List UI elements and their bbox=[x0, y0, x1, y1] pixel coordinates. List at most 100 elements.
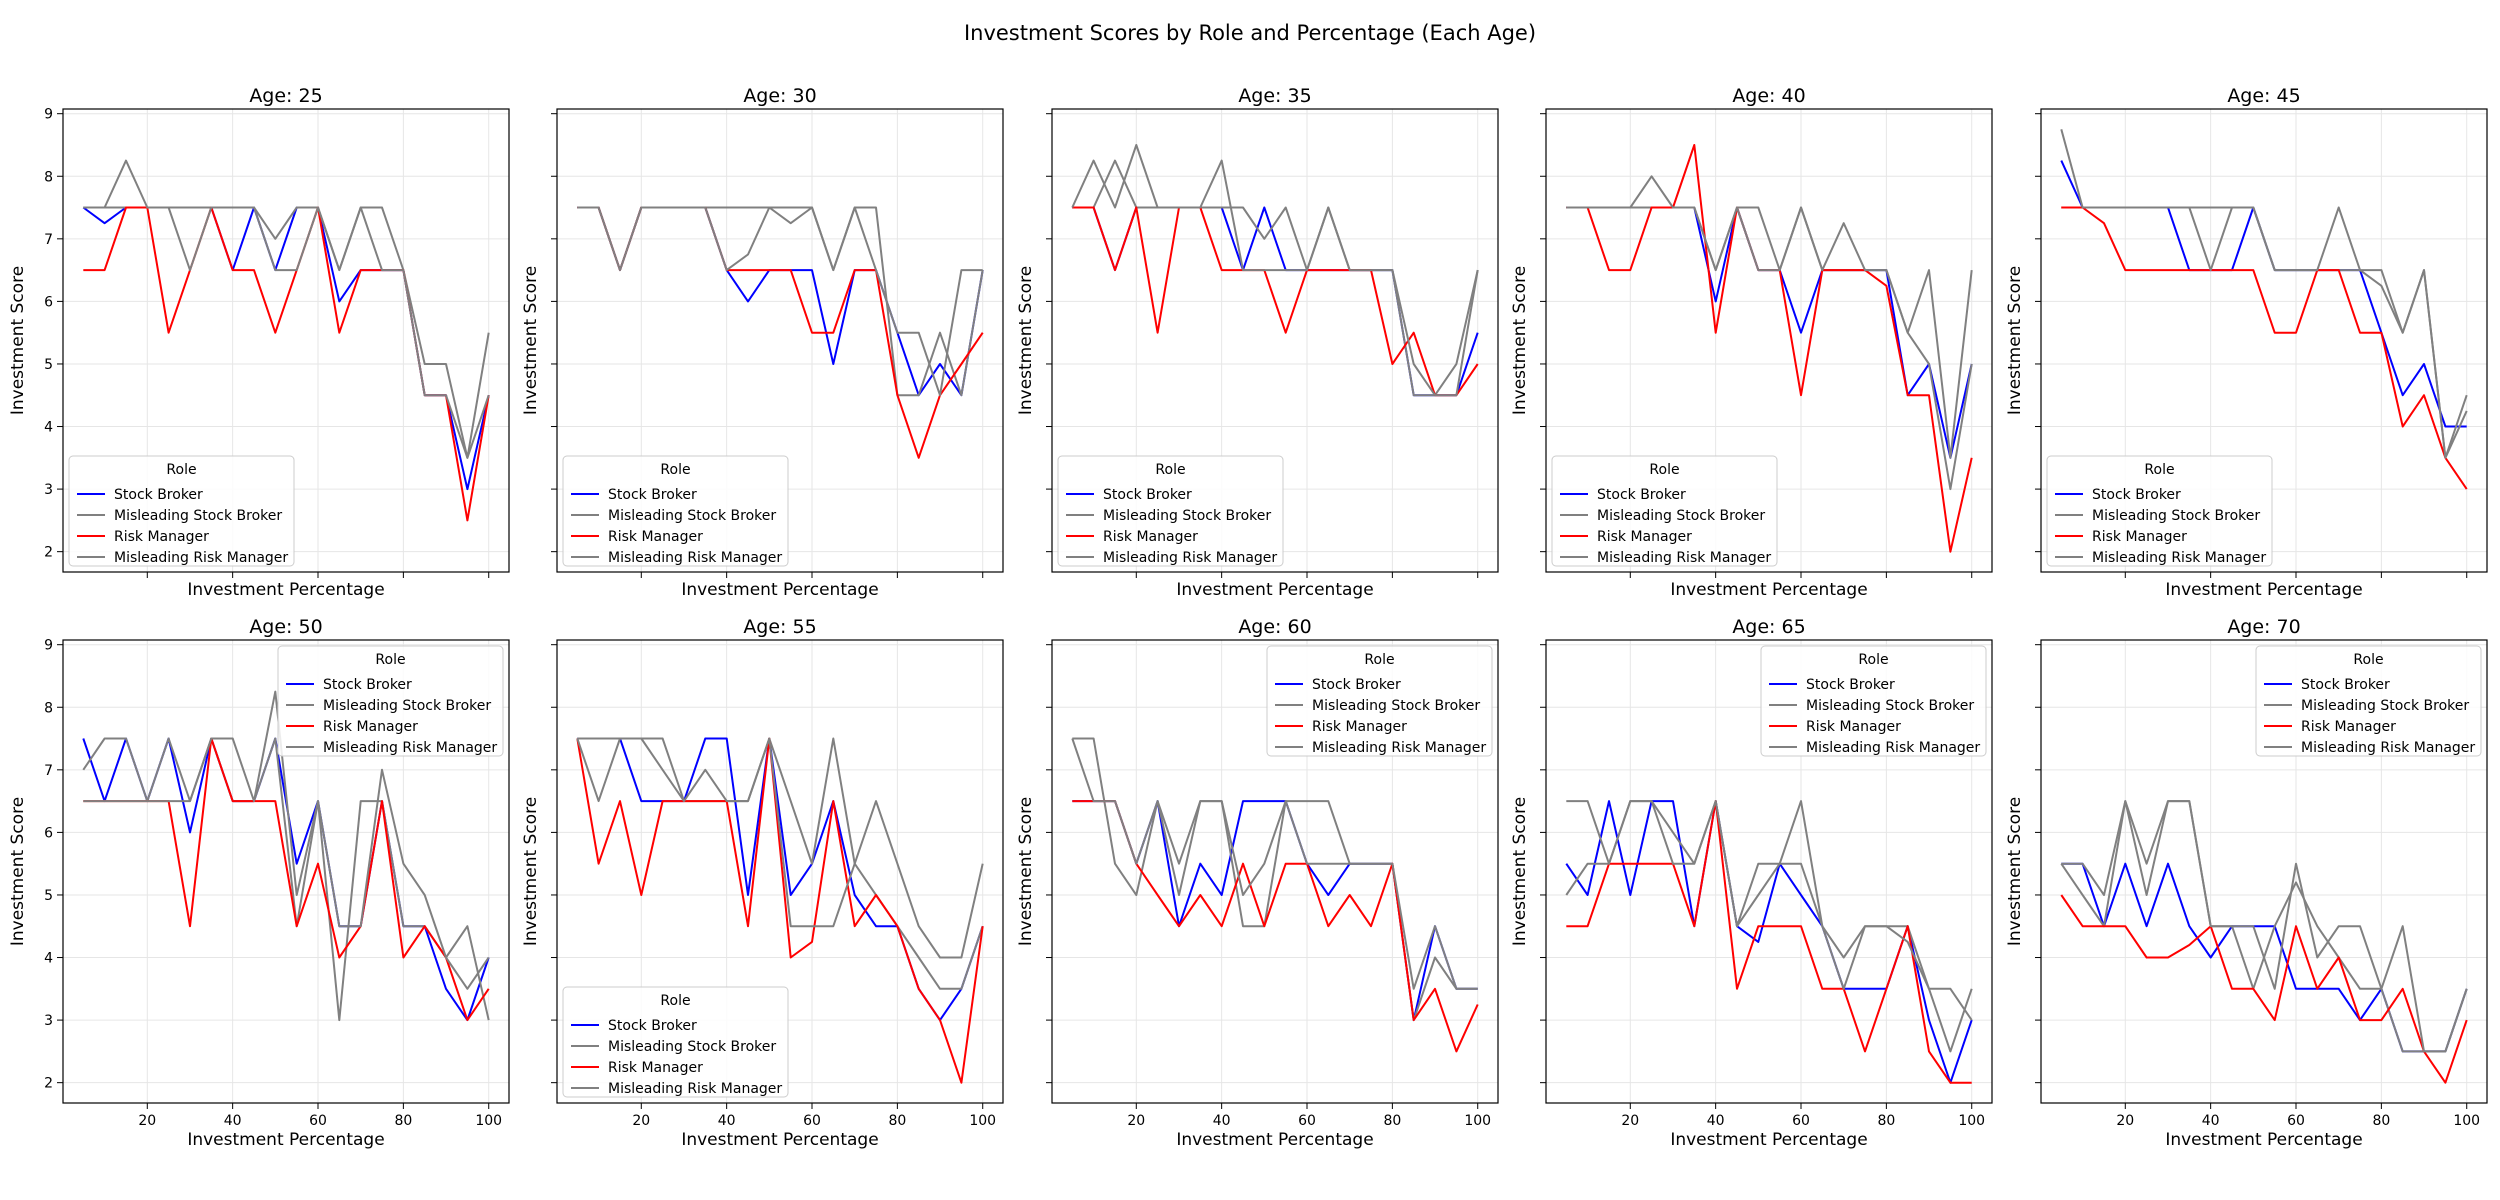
subplot-title: Age: 25 bbox=[249, 85, 322, 107]
legend-label: Misleading Stock Broker bbox=[1806, 698, 1974, 714]
y-tick-label: 5 bbox=[44, 357, 53, 373]
legend-title: Role bbox=[1858, 652, 1888, 668]
y-tick-label: 2 bbox=[44, 545, 53, 561]
legend-label: Stock Broker bbox=[608, 487, 697, 503]
legend-label: Misleading Risk Manager bbox=[2092, 550, 2266, 566]
legend-box bbox=[2046, 455, 2273, 567]
subplot-10: 20 40 60 80 100 Age: 70 Investment Percentage I… bbox=[2005, 616, 2488, 1150]
x-axis-label: Investment Percentage bbox=[1176, 1130, 1373, 1150]
series-line bbox=[83, 159, 490, 459]
figure-title: Investment Scores by Role and Percentage… bbox=[964, 21, 1536, 45]
series-line bbox=[1566, 800, 1972, 1084]
x-tick-label: 20 bbox=[138, 1113, 156, 1129]
y-tick-label: 8 bbox=[44, 169, 53, 185]
y-axis-label: Investment Score bbox=[1016, 797, 1036, 946]
legend-label: Misleading Stock Broker bbox=[1597, 508, 1765, 524]
x-tick-label: 40 bbox=[718, 1113, 736, 1129]
subplot-title: Age: 35 bbox=[1238, 85, 1311, 107]
x-tick-label: 60 bbox=[803, 1113, 821, 1129]
y-tick-label: 6 bbox=[44, 825, 53, 841]
legend: Role Stock Broker Misleading Stock Broker R… bbox=[562, 455, 789, 567]
y-tick-label: 6 bbox=[44, 294, 53, 310]
legend-title: Role bbox=[375, 652, 405, 668]
axes-frame bbox=[1545, 639, 1993, 1104]
subplot-8: 20 40 60 80 100 Age: 60 Investment Percentage I… bbox=[1016, 616, 1499, 1150]
subplot-title: Age: 55 bbox=[743, 616, 816, 638]
legend-box bbox=[1266, 645, 1493, 757]
legend: Role Stock Broker Misleading Stock Broker R… bbox=[1760, 645, 1987, 757]
legend-box bbox=[2255, 645, 2482, 757]
series-line bbox=[1072, 159, 1479, 397]
y-axis-label: Investment Score bbox=[2005, 797, 2025, 946]
legend-label: Stock Broker bbox=[2092, 487, 2181, 503]
x-tick-label: 20 bbox=[2116, 1113, 2134, 1129]
x-tick-label: 100 bbox=[969, 1113, 996, 1129]
legend-label: Risk Manager bbox=[1806, 719, 1901, 735]
legend-label: Misleading Risk Manager bbox=[1597, 550, 1771, 566]
y-axis-label: Investment Score bbox=[1510, 266, 1530, 415]
axes-frame bbox=[556, 108, 1004, 573]
series-line bbox=[83, 206, 490, 459]
subplot-title: Age: 70 bbox=[2227, 616, 2300, 638]
legend: Role Stock Broker Misleading Stock Broker R… bbox=[1551, 455, 1778, 567]
legend-box bbox=[562, 986, 789, 1098]
legend-label: Misleading Stock Broker bbox=[2092, 508, 2260, 524]
legend-label: Stock Broker bbox=[323, 677, 412, 693]
subplot-1: 2 3 4 5 6 7 8 9 Age: 25 Investment Percentage Inve… bbox=[8, 85, 510, 600]
x-tick-label: 20 bbox=[1621, 1113, 1639, 1129]
legend-label: Risk Manager bbox=[608, 1060, 703, 1076]
x-tick-label: 60 bbox=[1792, 1113, 1810, 1129]
x-axis-label: Investment Percentage bbox=[2165, 580, 2362, 600]
x-tick-label: 60 bbox=[2287, 1113, 2305, 1129]
legend-label: Misleading Risk Manager bbox=[2301, 740, 2475, 756]
y-axis-label: Investment Score bbox=[2005, 266, 2025, 415]
subplot-title: Age: 40 bbox=[1732, 85, 1805, 107]
x-axis-label: Investment Percentage bbox=[681, 1130, 878, 1150]
series-line bbox=[1566, 800, 1973, 1021]
legend-label: Stock Broker bbox=[1806, 677, 1895, 693]
series-line bbox=[1072, 206, 1479, 397]
series-line bbox=[82, 206, 490, 491]
legend-title: Role bbox=[2144, 462, 2174, 478]
series-line bbox=[1072, 800, 1479, 1053]
y-axis-label: Investment Score bbox=[8, 797, 28, 946]
series-line bbox=[2060, 894, 2468, 1084]
series-line bbox=[1566, 206, 1973, 459]
y-tick-label: 7 bbox=[44, 232, 53, 248]
legend-label: Stock Broker bbox=[1103, 487, 1192, 503]
legend-label: Misleading Risk Manager bbox=[323, 740, 497, 756]
legend: Role Stock Broker Misleading Stock Broker R… bbox=[562, 986, 789, 1098]
legend-label: Risk Manager bbox=[1597, 529, 1692, 545]
legend-title: Role bbox=[166, 462, 196, 478]
x-tick-label: 80 bbox=[888, 1113, 906, 1129]
subplot-4: Age: 40 Investment Percentage Investment S… bbox=[1510, 85, 1993, 600]
subplot-2: Age: 30 Investment Percentage Investment S… bbox=[521, 85, 1004, 600]
y-tick-label: 7 bbox=[44, 763, 53, 779]
subplot-5: Age: 45 Investment Percentage Investment S… bbox=[2005, 85, 2488, 600]
subplot-grid: 2 3 4 5 6 7 8 9 Age: 25 Investment Percentage Inve… bbox=[8, 85, 2488, 1150]
y-tick-label: 3 bbox=[44, 482, 53, 498]
subplot-title: Age: 45 bbox=[2227, 85, 2300, 107]
y-tick-label: 4 bbox=[44, 420, 53, 436]
legend: Role Stock Broker Misleading Stock Broker R… bbox=[1266, 645, 1493, 757]
series-line bbox=[2060, 129, 2468, 459]
legend: Role Stock Broker Misleading Stock Broker R… bbox=[1057, 455, 1284, 567]
legend: Role Stock Broker Misleading Stock Broker R… bbox=[2255, 645, 2482, 757]
series-line bbox=[1566, 175, 1973, 459]
y-tick-label: 3 bbox=[44, 1013, 53, 1029]
legend-label: Stock Broker bbox=[114, 487, 203, 503]
legend-label: Risk Manager bbox=[2092, 529, 2187, 545]
legend-label: Risk Manager bbox=[114, 529, 209, 545]
legend-label: Risk Manager bbox=[1312, 719, 1407, 735]
series-line bbox=[1566, 206, 1973, 491]
series-line bbox=[577, 206, 984, 459]
legend-label: Stock Broker bbox=[608, 1018, 697, 1034]
subplot-title: Age: 50 bbox=[249, 616, 322, 638]
legend-label: Risk Manager bbox=[1103, 529, 1198, 545]
y-axis-label: Investment Score bbox=[8, 266, 28, 415]
legend-label: Stock Broker bbox=[1597, 487, 1686, 503]
series-line bbox=[82, 737, 490, 1022]
x-tick-label: 80 bbox=[1877, 1113, 1895, 1129]
legend-label: Misleading Stock Broker bbox=[608, 1039, 776, 1055]
legend-box bbox=[1057, 455, 1284, 567]
